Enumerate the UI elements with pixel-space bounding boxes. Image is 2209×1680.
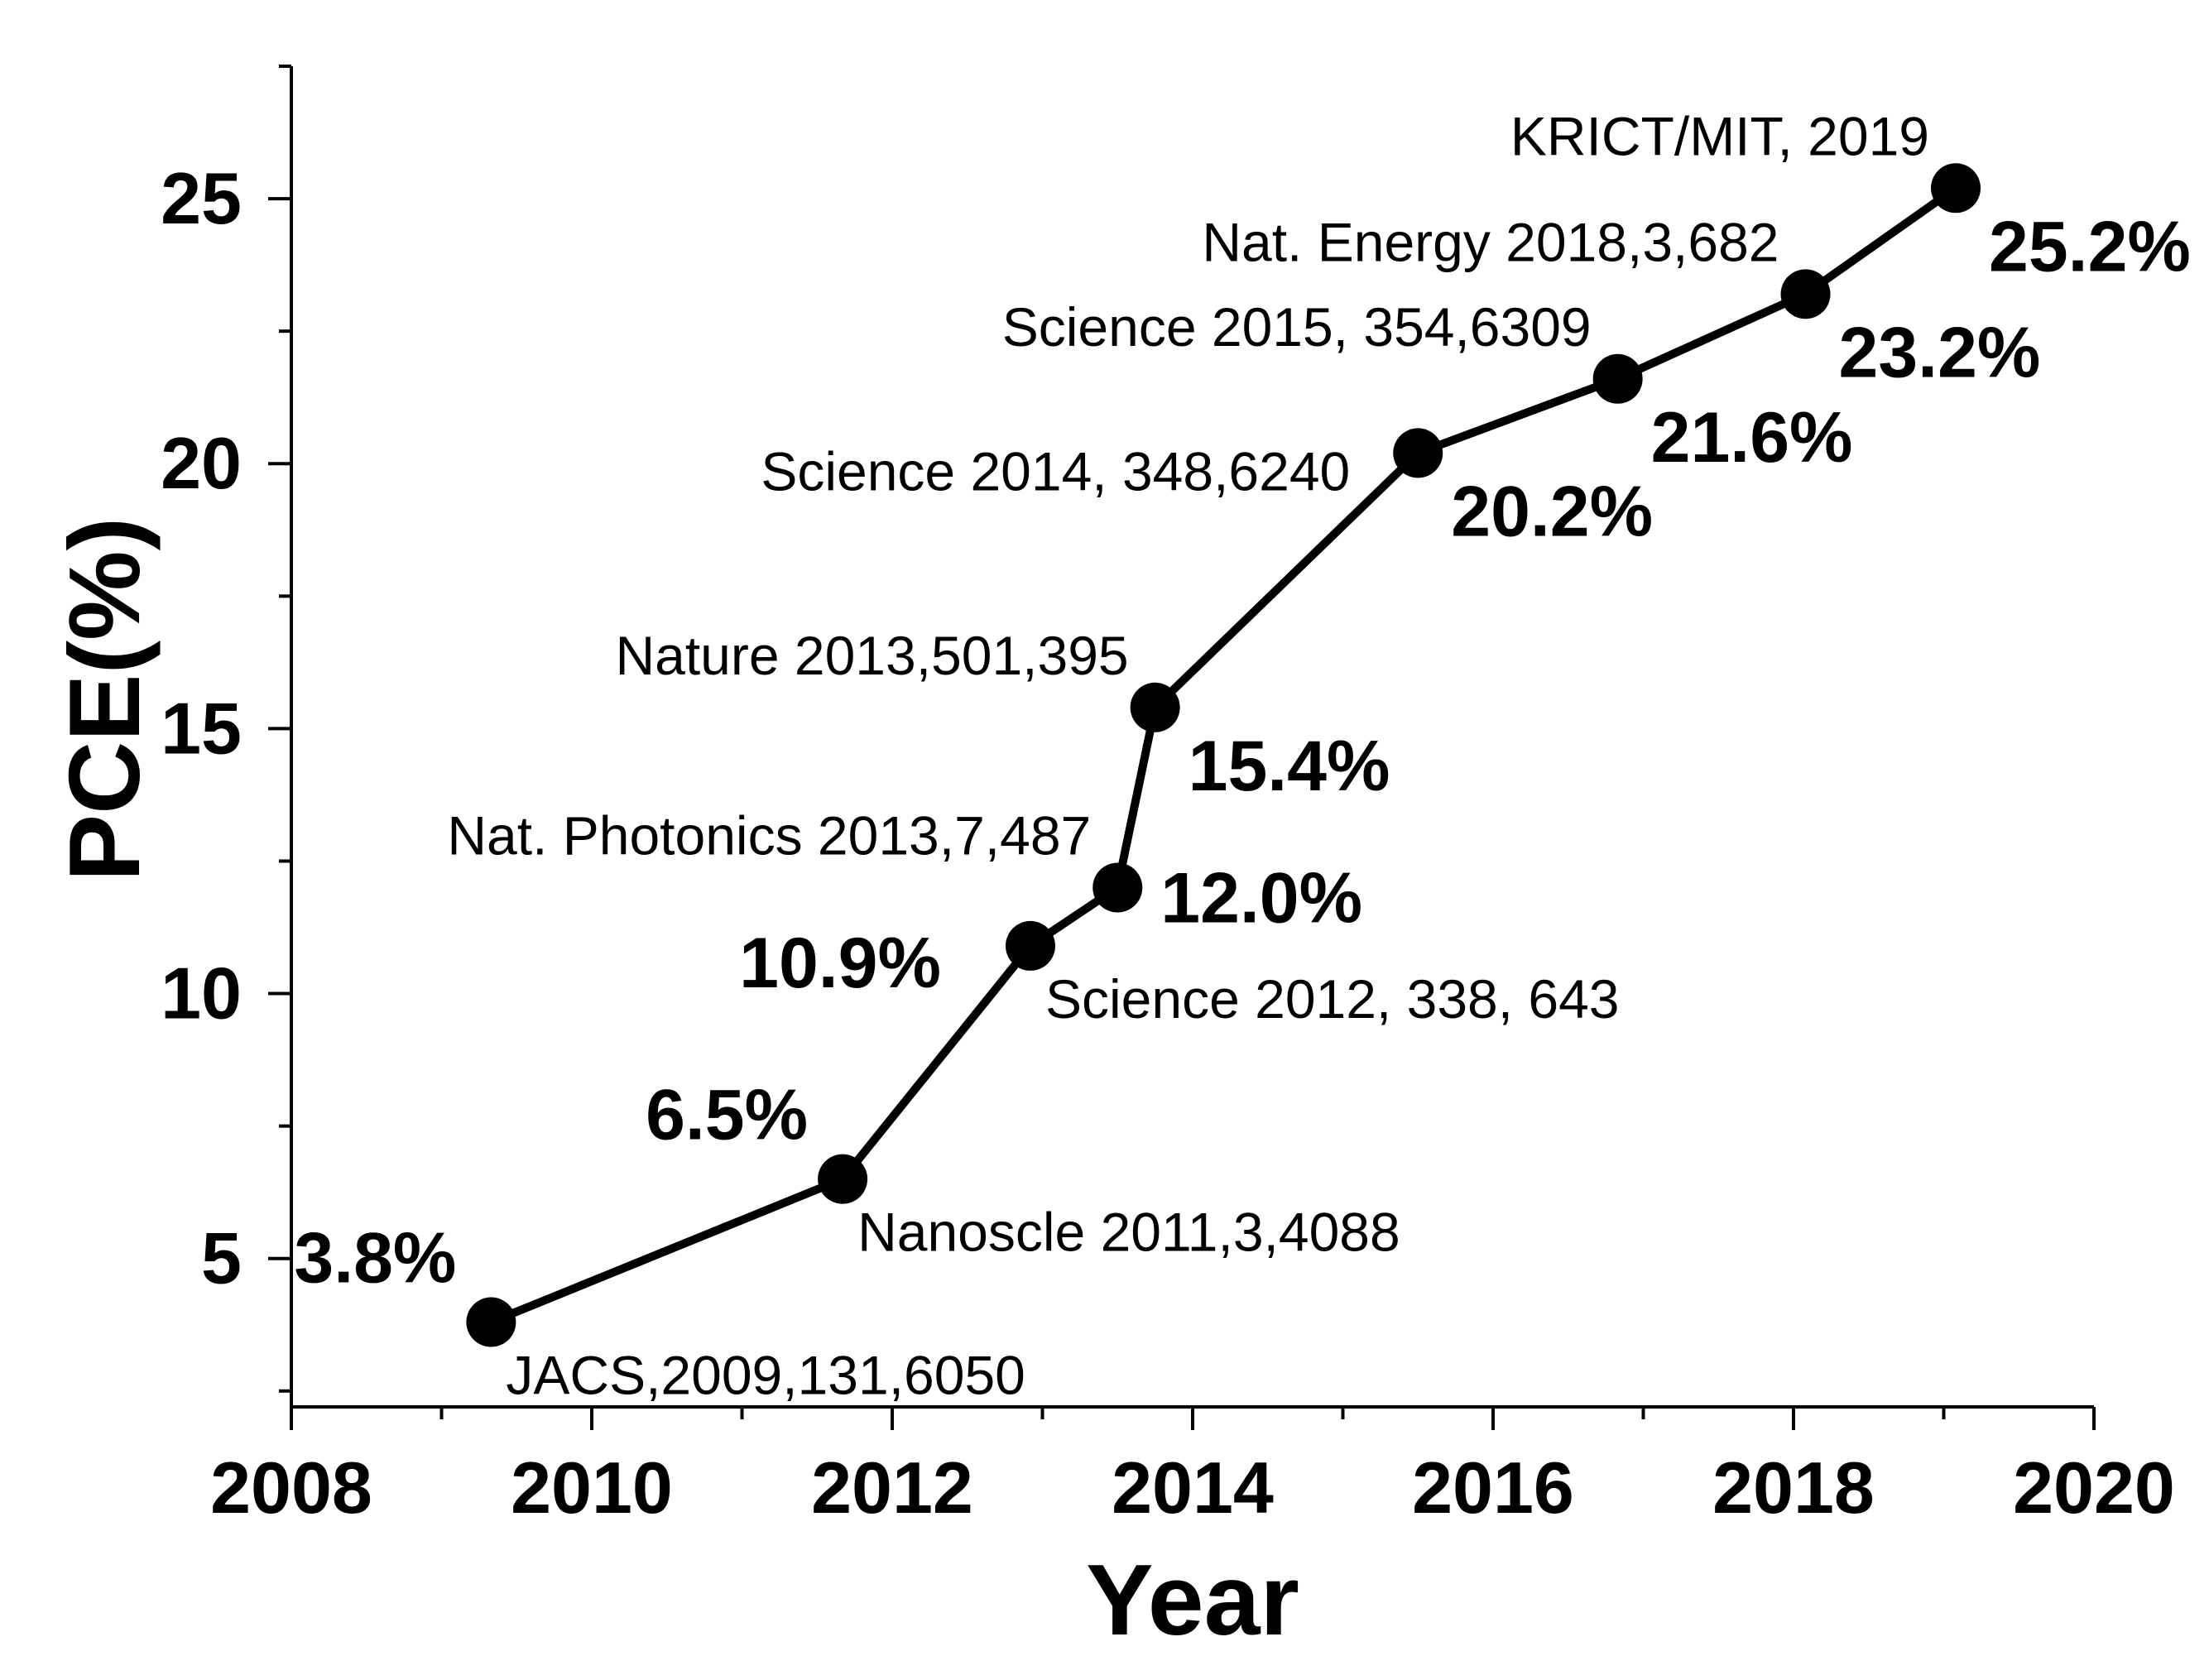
y-tick-label: 25 (161, 157, 242, 239)
x-axis-title: Year (1086, 1543, 1299, 1656)
value-label: 23.2% (1839, 313, 2041, 392)
y-tick-label: 5 (201, 1217, 242, 1299)
reference-label: Nat. Photonics 2013,7,487 (447, 804, 1091, 866)
reference-label: Nanoscle 2011,3,4088 (857, 1202, 1400, 1263)
reference-label: Science 2014, 348,6240 (761, 440, 1350, 502)
y-tick-label: 20 (161, 422, 242, 504)
data-point-marker (1005, 920, 1055, 971)
x-tick-label: 2020 (2013, 1447, 2175, 1529)
axes: 2008 2010 2012 2014 2016 2018 2020 5 10 15 20 25 Yea… (48, 65, 2175, 1656)
reference-label: Science 2012, 338, 643 (1045, 968, 1620, 1030)
x-tick-label: 2012 (811, 1447, 973, 1529)
pce-series (466, 163, 1981, 1347)
x-tick-label: 2008 (210, 1447, 372, 1529)
data-point-marker (818, 1154, 868, 1204)
value-label: 3.8% (294, 1219, 456, 1298)
value-label: 12.0% (1160, 858, 1362, 938)
value-label: 20.2% (1451, 472, 1653, 551)
y-axis-title: PCE(%) (48, 517, 161, 882)
reference-label: KRICT/MIT, 2019 (1510, 105, 1929, 166)
data-point-marker (466, 1297, 516, 1347)
x-tick-label: 2014 (1112, 1447, 1274, 1529)
value-label: 10.9% (739, 924, 941, 1003)
value-label: 25.2% (1989, 207, 2191, 286)
x-tick-label: 2010 (511, 1447, 673, 1529)
value-label: 21.6% (1651, 398, 1853, 478)
x-tick-label: 2018 (1712, 1447, 1875, 1529)
y-tick-label: 10 (161, 953, 242, 1034)
reference-label: Science 2015, 354,6309 (1002, 296, 1592, 358)
data-point-marker (1931, 163, 1981, 214)
data-point-marker (1780, 269, 1831, 319)
point-annotations: 3.8% JACS,2009,131,6050 6.5% Nanoscle 2011,… (294, 105, 2191, 1405)
reference-label: Nature 2013,501,395 (615, 625, 1128, 686)
y-tick-label: 15 (161, 687, 242, 769)
data-point-marker (1130, 682, 1180, 732)
value-label: 15.4% (1189, 727, 1390, 806)
reference-label: Nat. Energy 2018,3,682 (1202, 211, 1779, 272)
x-tick-label: 2016 (1412, 1447, 1574, 1529)
reference-label: JACS,2009,131,6050 (506, 1345, 1025, 1406)
data-point-marker (1393, 428, 1443, 478)
data-point-marker (1092, 862, 1143, 913)
data-point-marker (1592, 353, 1643, 404)
value-label: 6.5% (646, 1076, 808, 1155)
